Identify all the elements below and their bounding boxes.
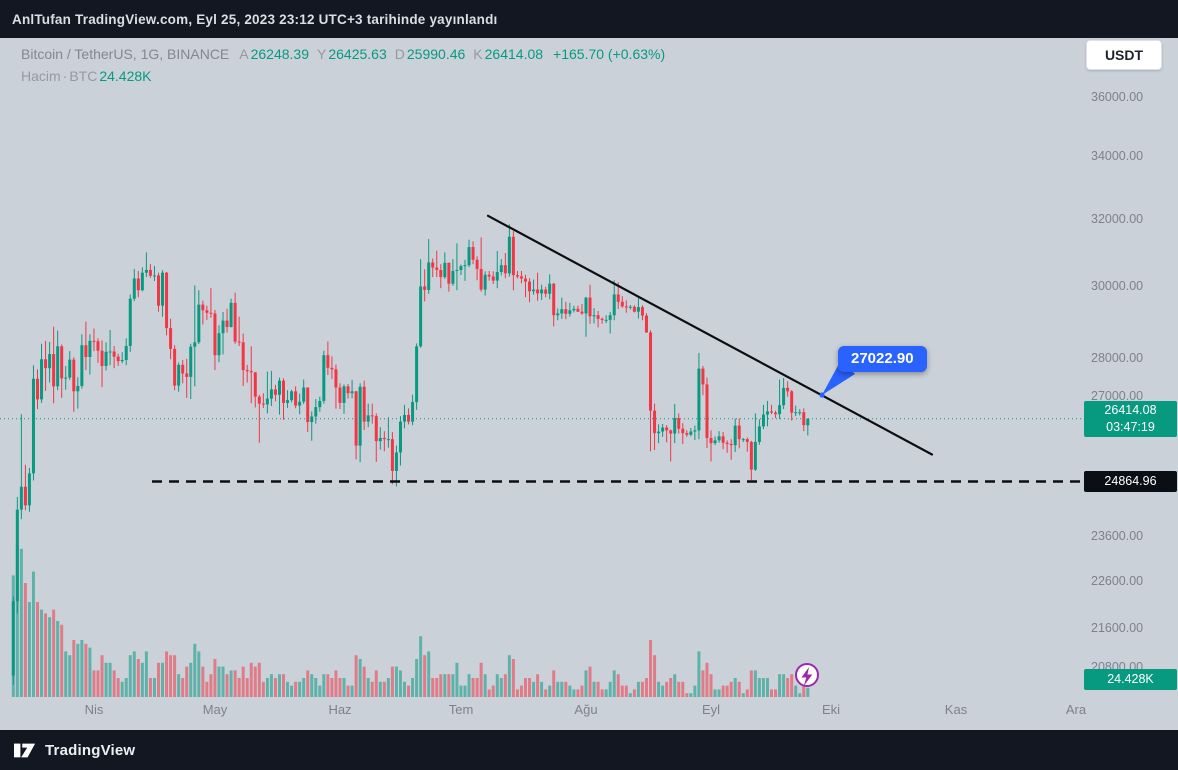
time-axis-label: Nis [84,702,104,717]
ohlc-low: D 25990.46 [394,46,466,62]
price-axis-label: 30000.00 [1091,279,1144,294]
volume-title[interactable]: Hacim [21,68,61,84]
publish-title: AnlTufan TradingView.com, Eyl 25, 2023 2… [12,11,498,27]
legend-volume-row: Hacim · BTC 24.428K [21,65,673,87]
current-price-label: 26414.08 03:47:19 [1084,400,1177,437]
tradingview-logo-icon[interactable] [12,739,38,761]
time-axis[interactable]: Nis May Haz Tem Ağu Eyl Eki Kas Ara [0,698,1087,728]
price-axis-label: 27000.00 [1091,388,1144,403]
legend: Bitcoin / TetherUS, 1G, BINANCE A 26248.3… [21,43,673,87]
tradingview-wordmark[interactable]: TradingView [45,741,136,759]
price-axis-label: 21600.00 [1091,620,1144,635]
change-value: +165.70 (+0.63%) [553,46,666,62]
ohlc-high: Y 26425.63 [317,46,387,62]
time-axis-label: Kas [944,702,968,717]
time-axis-label: Ağu [574,702,598,717]
time-axis-label: Ara [1065,702,1087,717]
price-axis-label: 32000.00 [1091,212,1144,227]
price-callout[interactable]: 27022.90 [838,346,927,372]
time-axis-label: Tem [448,702,474,717]
price-axis-label: 28000.00 [1091,351,1144,366]
price-axis-label: 22600.00 [1091,573,1144,588]
price-axis[interactable]: 36000.00 34000.00 32000.00 30000.00 28000.00… [1084,38,1178,730]
time-axis-label: Haz [328,702,352,717]
volume-unit: BTC [69,68,98,84]
publish-header: AnlTufan TradingView.com, Eyl 25, 2023 2… [0,0,1178,38]
footer: TradingView [0,730,1178,770]
price-axis-label: 36000.00 [1091,90,1144,104]
bar-countdown: 03:47:19 [1106,419,1155,434]
time-axis-label: May [202,702,228,717]
chart-canvas[interactable] [0,38,1178,730]
legend-symbol-row: Bitcoin / TetherUS, 1G, BINANCE A 26248.3… [21,43,673,65]
symbol-title[interactable]: Bitcoin / TetherUS, 1G, BINANCE [21,46,230,62]
volume-separator: · [62,68,68,84]
price-axis-label: 34000.00 [1091,149,1144,164]
volume-value: 24.428K [99,68,152,84]
currency-toggle-button[interactable]: USDT [1086,40,1162,70]
price-axis-label: 23600.00 [1091,528,1144,543]
current-price-value: 26414.08 [1104,402,1157,417]
ohlc-open: A 26248.39 [239,46,310,62]
time-axis-label: Eyl [701,702,721,717]
ohlc-close: K 26414.08 [473,46,544,62]
volume-axis-label: 24.428K [1084,669,1177,690]
time-axis-label: Eki [821,702,841,717]
support-price-label: 24864.96 [1084,471,1177,492]
